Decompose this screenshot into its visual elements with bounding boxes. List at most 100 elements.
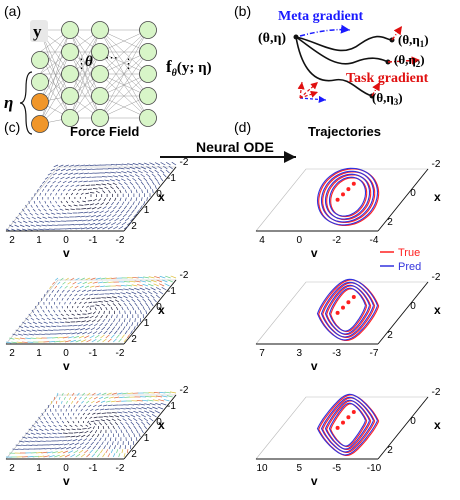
field-arrow xyxy=(37,216,42,220)
field-arrow xyxy=(141,407,148,410)
field-arrow xyxy=(112,182,118,186)
field-arrow xyxy=(155,402,161,406)
field-arrow xyxy=(116,449,119,454)
field-arrow xyxy=(46,204,50,208)
field-arrow xyxy=(129,310,132,315)
field-arrow xyxy=(60,176,65,180)
field-arrow xyxy=(92,445,97,450)
field-arrow xyxy=(74,216,81,218)
field-arrow xyxy=(61,212,67,215)
field-arrow xyxy=(84,316,89,319)
field-arrow xyxy=(106,214,112,218)
field-arrow xyxy=(131,284,138,287)
field-arrow xyxy=(116,306,119,311)
field-arrow xyxy=(27,208,31,212)
field-arrow xyxy=(76,446,82,450)
field-arrow xyxy=(73,223,80,226)
field-arrow xyxy=(143,170,149,174)
field-arrow xyxy=(61,400,63,404)
field-arrow xyxy=(128,425,131,430)
field-arrow xyxy=(121,163,128,166)
field-arrow xyxy=(51,420,54,424)
field-arrow xyxy=(52,172,58,176)
field-arrow xyxy=(80,408,83,412)
field-arrow xyxy=(88,437,92,442)
path-to-p3 xyxy=(295,36,373,97)
field-arrow xyxy=(104,172,111,174)
field-arrow xyxy=(144,403,151,406)
field-arrow xyxy=(133,418,138,422)
field-arrow xyxy=(123,302,127,307)
field-arrow xyxy=(53,216,59,219)
field-arrow xyxy=(45,212,50,216)
hidden-node xyxy=(139,43,157,61)
field-arrow xyxy=(44,428,49,431)
field-arrow xyxy=(75,227,82,230)
field-arrow xyxy=(28,220,34,224)
field-arrow xyxy=(59,340,66,343)
field-arrow xyxy=(51,305,53,309)
field-arrow xyxy=(57,204,61,208)
field-arrow xyxy=(119,414,125,418)
field-arrow xyxy=(123,453,126,458)
path-to-p1 xyxy=(295,35,393,52)
field-arrow xyxy=(159,275,166,279)
field-arrow xyxy=(22,341,28,343)
field-arrow xyxy=(123,174,129,178)
field-arrow xyxy=(149,403,156,406)
field-arrow xyxy=(66,200,69,204)
x-tick-label: 0 xyxy=(156,189,162,200)
field-arrow xyxy=(56,420,60,424)
x-tick-label: -2 xyxy=(180,157,189,168)
field-arrow xyxy=(69,301,71,305)
field-arrow xyxy=(133,433,136,438)
field-arrow xyxy=(139,205,143,210)
field-arrow xyxy=(61,392,64,396)
field-arrow xyxy=(29,440,36,443)
v-tick-label: 2 xyxy=(9,463,15,474)
field-arrow xyxy=(106,392,112,395)
field-arrow xyxy=(71,220,78,222)
field-arrow xyxy=(70,454,76,458)
field-arrow xyxy=(39,192,41,196)
field-arrow xyxy=(139,287,145,291)
field-arrow xyxy=(30,317,35,321)
field-arrow xyxy=(60,447,67,450)
field-arrow xyxy=(138,433,141,438)
field-arrow xyxy=(77,324,83,327)
field-arrow xyxy=(138,417,143,422)
field-arrow xyxy=(21,228,28,231)
field-arrow xyxy=(125,407,131,410)
start-marker xyxy=(341,305,345,310)
field-arrow xyxy=(89,164,96,166)
field-arrow xyxy=(58,216,64,219)
field-arrow xyxy=(137,177,142,182)
field-arrow xyxy=(86,227,93,230)
field-arrow xyxy=(109,179,115,182)
field-arrow xyxy=(104,437,107,442)
field-arrow xyxy=(67,180,72,184)
field-arrow xyxy=(86,207,92,210)
field-arrow xyxy=(58,164,64,168)
field-arrow xyxy=(149,185,152,190)
field-arrow xyxy=(102,190,106,194)
x-tick-label: -2 xyxy=(432,387,441,398)
field-arrow xyxy=(86,339,92,343)
field-arrow xyxy=(50,192,52,196)
field-arrow xyxy=(124,445,127,450)
field-arrow xyxy=(105,400,111,403)
field-arrow xyxy=(111,418,116,422)
trajectories-title: Trajectories xyxy=(308,124,381,139)
field-arrow xyxy=(131,291,137,295)
field-arrow xyxy=(49,200,52,204)
field-arrow xyxy=(140,181,144,186)
field-arrow xyxy=(167,279,173,283)
field-arrow xyxy=(52,281,56,285)
field-arrow xyxy=(112,296,117,299)
field-arrow xyxy=(65,176,70,180)
field-arrow xyxy=(68,172,74,175)
field-arrow xyxy=(43,228,50,230)
field-arrow xyxy=(125,291,131,295)
field-arrow xyxy=(40,305,42,309)
field-arrow xyxy=(96,453,101,458)
